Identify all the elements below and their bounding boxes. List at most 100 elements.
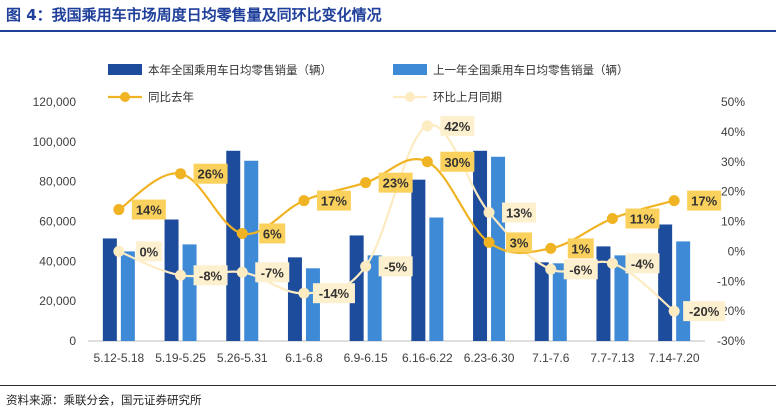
marker-yoy	[545, 242, 557, 254]
bar-current-year	[411, 179, 426, 341]
data-label-yoy: 17%	[691, 194, 717, 209]
left-axis-tick-label: 40,000	[39, 254, 76, 268]
label-box-mom	[683, 301, 726, 322]
left-axis-tick-label: 120,000	[33, 95, 77, 109]
data-label-mom: -5%	[384, 259, 408, 274]
x-axis-tick-label: 6.16-6.22	[402, 351, 453, 365]
bar-current-year	[287, 257, 302, 341]
bar-last-year	[120, 251, 135, 341]
chart-svg: 本年全国乘用车日均零售销量（辆） 上一年全国乘用车日均零售销量（辆） 同比去年 环比上…	[33, 63, 746, 365]
data-label-yoy: 3%	[510, 235, 529, 250]
bar-last-year	[305, 268, 320, 341]
left-axis-tick-label: 0	[69, 334, 76, 348]
label-box-mom	[440, 115, 475, 136]
legend-label: 环比上月同期	[433, 90, 502, 104]
legend-swatch-bar	[108, 64, 142, 75]
marker-yoy	[606, 213, 618, 225]
x-axis-tick-label: 5.26-5.31	[217, 351, 268, 365]
marker-mom	[298, 287, 310, 299]
right-axis-tick-label: -10%	[717, 274, 745, 288]
bar-series	[102, 150, 691, 341]
right-axis-tick-label: 50%	[721, 95, 745, 109]
left-axis-tick-label: 80,000	[39, 175, 76, 189]
source-divider	[0, 385, 776, 386]
bar-last-year	[244, 160, 259, 341]
x-axis-tick-label: 5.12-5.18	[93, 351, 144, 365]
data-label-yoy: 23%	[383, 176, 409, 191]
legend-label: 本年全国乘用车日均零售销量（辆）	[148, 63, 332, 77]
right-axis-tick-label: 0%	[728, 244, 746, 258]
line-series	[113, 120, 680, 317]
label-box-mom	[378, 256, 413, 277]
left-axis-tick-label: 20,000	[39, 294, 76, 308]
data-label-yoy: 17%	[321, 194, 347, 209]
figure-title: 图 4：我国乘用车市场周度日均零售量及同环比变化情况	[6, 6, 382, 24]
data-label-mom: -6%	[569, 262, 593, 277]
marker-yoy	[175, 168, 187, 180]
bar-current-year	[164, 219, 179, 341]
marker-mom	[175, 269, 187, 281]
chart-axes: 0 20,000 40,000 60,000 80,000 100,000 120,000 -…	[33, 95, 746, 365]
x-axis-tick-label: 7.1-7.6	[532, 351, 570, 365]
label-box-mom	[502, 202, 537, 223]
marker-mom	[113, 245, 125, 257]
label-box-yoy	[259, 223, 286, 244]
data-label-yoy: 26%	[198, 167, 224, 182]
bar-current-year	[658, 224, 673, 341]
right-axis-tick-label: 30%	[721, 155, 745, 169]
marker-mom	[545, 263, 557, 275]
data-label-yoy: 11%	[630, 212, 656, 227]
label-box-mom	[312, 283, 355, 304]
label-box-mom	[193, 265, 228, 286]
label-box-mom	[625, 253, 660, 274]
marker-mom	[668, 305, 680, 317]
data-label-mom: 0%	[139, 244, 158, 259]
bar-current-year	[534, 262, 549, 341]
bar-last-year	[614, 255, 629, 341]
bar-last-year	[367, 255, 382, 341]
bar-last-year	[182, 244, 197, 341]
title-divider	[0, 30, 776, 32]
legend-label: 上一年全国乘用车日均零售销量（辆）	[433, 63, 629, 77]
left-axis-tick-label: 60,000	[39, 215, 76, 229]
right-axis-tick-label: -30%	[717, 334, 745, 348]
label-box-yoy	[378, 172, 413, 193]
left-axis-tick-label: 100,000	[33, 135, 77, 149]
label-box-yoy	[316, 190, 351, 211]
data-label-mom: -14%	[319, 286, 350, 301]
label-box-mom	[563, 259, 598, 280]
bar-last-year	[676, 241, 691, 341]
label-box-yoy	[687, 190, 722, 211]
marker-mom	[421, 120, 433, 132]
marker-yoy	[668, 195, 680, 207]
data-label-mom: 42%	[444, 119, 470, 134]
data-label-mom: -4%	[631, 256, 655, 271]
bar-current-year	[596, 246, 611, 341]
x-axis-tick-label: 6.9-6.15	[344, 351, 388, 365]
marker-yoy	[236, 227, 248, 239]
data-label-yoy: 14%	[136, 203, 162, 218]
label-box-yoy	[506, 232, 533, 253]
legend-label: 同比去年	[148, 90, 194, 104]
x-axis-tick-label: 5.19-5.25	[155, 351, 206, 365]
x-axis-tick-label: 7.7-7.13	[590, 351, 634, 365]
bar-current-year	[349, 235, 364, 341]
data-label-mom: 13%	[506, 206, 532, 221]
label-box-yoy	[567, 238, 594, 259]
x-axis-tick-label: 6.1-6.8	[285, 351, 323, 365]
legend-swatch-marker	[120, 92, 130, 102]
source-note: 资料来源：乘联分会，国元证券研究所	[6, 393, 202, 407]
x-axis-tick-label: 7.14-7.20	[649, 351, 700, 365]
data-label-yoy: 6%	[263, 226, 282, 241]
right-axis-tick-label: 20%	[721, 185, 745, 199]
legend-swatch-marker	[405, 92, 415, 102]
marker-mom	[483, 207, 495, 219]
bar-current-year	[226, 150, 241, 341]
data-label-yoy: 30%	[444, 155, 470, 170]
marker-yoy	[113, 204, 125, 216]
bar-current-year	[102, 238, 117, 341]
label-box-yoy	[440, 151, 475, 172]
label-box-yoy	[625, 208, 660, 229]
label-box-mom	[135, 241, 162, 262]
legend-swatch-bar	[393, 64, 427, 75]
